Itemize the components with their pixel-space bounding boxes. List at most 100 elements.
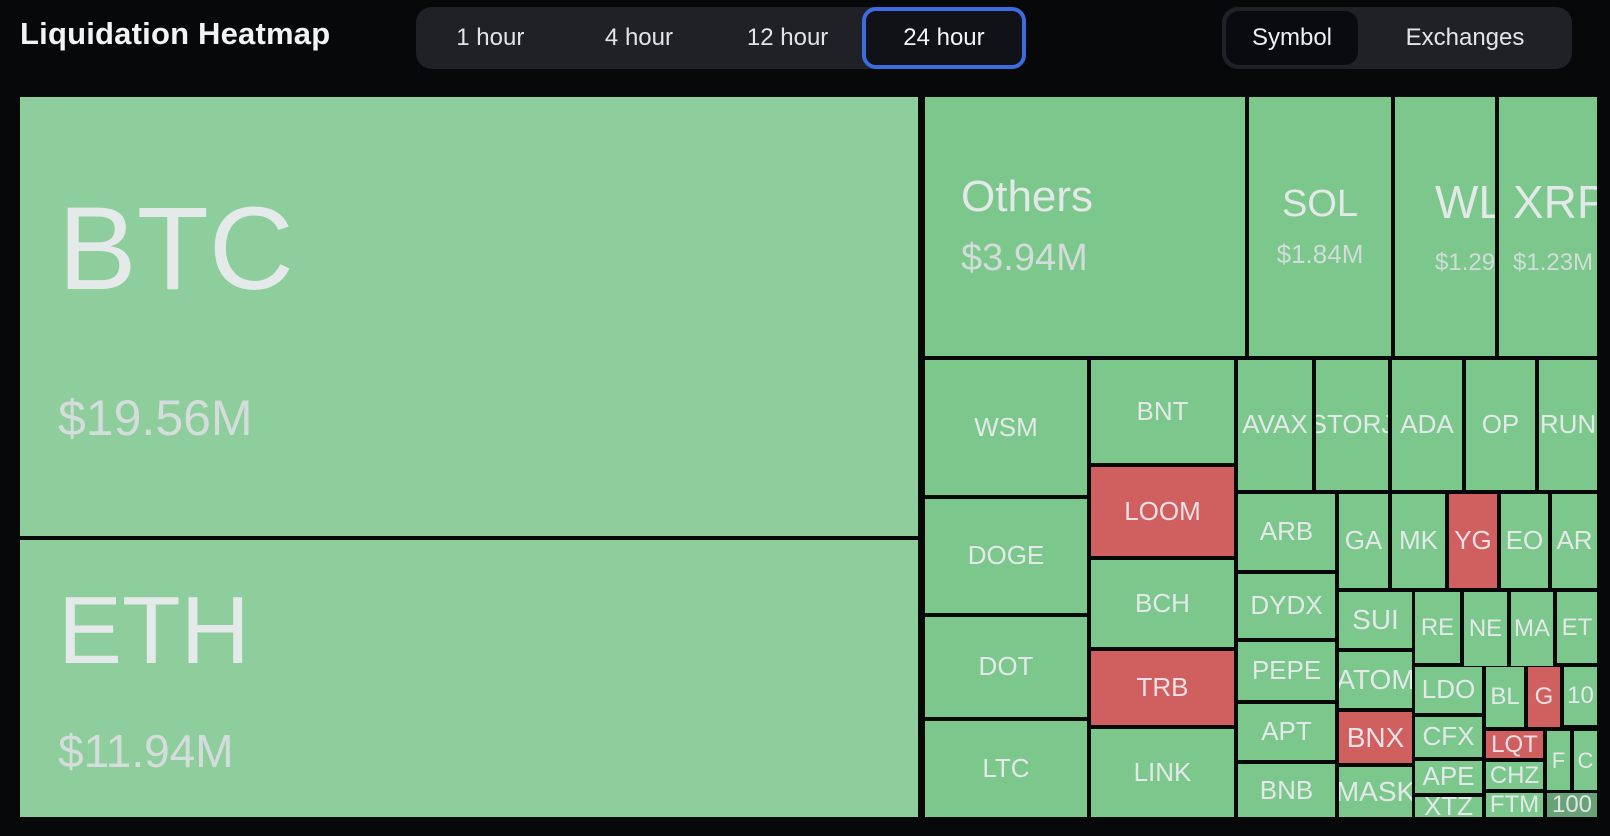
treemap-cell-lqt[interactable]: LQT (1486, 731, 1543, 758)
tab-1-hour[interactable]: 1 hour (456, 24, 525, 51)
treemap-cell-loom[interactable]: LOOM (1091, 467, 1234, 556)
cell-symbol: XTZ (1423, 797, 1474, 817)
cell-symbol: APE (1422, 761, 1475, 792)
cell-amount: $11.94M (58, 725, 234, 778)
treemap-cell-others[interactable]: Others $3.94M (925, 97, 1245, 356)
cell-symbol: G (1534, 683, 1554, 711)
cell-symbol: ARB (1259, 516, 1314, 547)
treemap-cell-eo[interactable]: EO (1501, 494, 1548, 588)
treemap-cell-ne[interactable]: NE (1464, 592, 1507, 666)
treemap-cell-mask[interactable]: MASK (1339, 767, 1412, 817)
treemap-cell-bl[interactable]: BL (1486, 667, 1524, 727)
treemap-cell-ltc[interactable]: LTC (925, 721, 1087, 817)
tab-12-hour[interactable]: 12 hour (746, 24, 829, 51)
treemap-cell-cfx[interactable]: CFX (1415, 717, 1482, 757)
cell-symbol: 100 (1551, 793, 1593, 817)
cell-symbol: YG (1454, 525, 1492, 556)
liquidation-treemap: BTC $19.56M ETH $11.94M Others $3.94M SO… (20, 97, 1597, 817)
cell-symbol: DOGE (967, 540, 1045, 571)
treemap-cell-btc[interactable]: BTC $19.56M (20, 97, 918, 536)
treemap-cell-yg[interactable]: YG (1449, 494, 1497, 588)
cell-symbol: LOOM (1124, 495, 1201, 526)
tab-24-hour[interactable]: 24 hour (861, 7, 1026, 69)
cell-amount: $1.84M (1276, 238, 1364, 269)
treemap-cell-run[interactable]: RUN (1539, 360, 1597, 490)
treemap-cell-ldo[interactable]: LDO (1415, 667, 1482, 713)
treemap-cell-sui[interactable]: SUI (1339, 592, 1412, 648)
treemap-cell-ga[interactable]: GA (1339, 494, 1388, 588)
treemap-cell-sol[interactable]: SOL $1.84M (1249, 97, 1391, 356)
cell-symbol: LTC (982, 753, 1030, 784)
cell-symbol: BCH (1135, 587, 1190, 618)
treemap-cell-ar[interactable]: AR (1552, 494, 1597, 588)
cell-symbol: CFX (1422, 721, 1475, 752)
treemap-cell-ma[interactable]: MA (1511, 592, 1553, 666)
treemap-cell-bnx[interactable]: BNX (1339, 712, 1412, 763)
treemap-cell-wld[interactable]: WLD $1.29M (1395, 97, 1495, 356)
cell-symbol: CHZ (1489, 762, 1540, 789)
treemap-cell-pepe[interactable]: PEPE (1238, 642, 1335, 700)
treemap-cell-re[interactable]: RE (1415, 592, 1460, 663)
cell-symbol: ET (1561, 613, 1593, 641)
cell-symbol: F (1551, 747, 1566, 773)
treemap-cell-bch[interactable]: BCH (1091, 560, 1234, 647)
treemap-cell-atom[interactable]: ATOM (1339, 652, 1412, 708)
cell-symbol: PEPE (1251, 655, 1322, 686)
treemap-cell-et[interactable]: ET (1557, 592, 1597, 663)
cell-symbol: LDO (1421, 674, 1476, 705)
treemap-cell-apt[interactable]: APT (1238, 704, 1335, 760)
cell-amount: $19.56M (58, 390, 253, 447)
treemap-cell-xtz[interactable]: XTZ (1415, 797, 1482, 817)
cell-symbol: NE (1468, 615, 1503, 643)
treemap-cell-dot[interactable]: DOT (925, 617, 1087, 717)
treemap-cell-mk[interactable]: MK (1392, 494, 1445, 588)
cell-symbol: C (1577, 747, 1594, 773)
cell-symbol: APT (1261, 716, 1312, 747)
treemap-cell-chz[interactable]: CHZ (1486, 762, 1543, 789)
view-toggle-group: Symbol Exchanges (1222, 7, 1572, 69)
cell-symbol: DOT (978, 651, 1034, 682)
treemap-cell-arb[interactable]: ARB (1238, 494, 1335, 570)
treemap-cell-100[interactable]: 100 (1547, 793, 1597, 817)
treemap-cell-bnb[interactable]: BNB (1238, 764, 1335, 817)
cell-symbol: BL (1490, 683, 1520, 711)
cell-symbol: RUN (1539, 409, 1597, 440)
treemap-cell-ape[interactable]: APE (1415, 761, 1482, 793)
cell-symbol: TRB (1136, 672, 1189, 703)
treemap-cell-storj[interactable]: STORJ (1316, 360, 1388, 490)
cell-amount: $1.23M (1513, 249, 1594, 277)
treemap-cell-10[interactable]: 10 (1564, 667, 1597, 725)
treemap-cell-bnt[interactable]: BNT (1091, 360, 1234, 463)
cell-symbol: BNX (1346, 721, 1405, 753)
toggle-exchanges[interactable]: Exchanges (1405, 24, 1525, 51)
cell-symbol: Others (961, 172, 1094, 222)
cell-symbol: LINK (1133, 757, 1192, 788)
cell-symbol: WSM (974, 411, 1038, 442)
time-range-tab-group: 1 hour 4 hour 12 hour 24 hour (416, 7, 1026, 69)
cell-symbol: FTM (1489, 793, 1540, 817)
cell-symbol: BNT (1136, 395, 1189, 426)
toggle-symbol[interactable]: Symbol (1226, 11, 1358, 65)
cell-symbol: MASK (1339, 776, 1412, 808)
cell-symbol: ATOM (1339, 664, 1412, 696)
cell-symbol: WLD (1435, 175, 1495, 228)
cell-symbol: SOL (1281, 182, 1359, 225)
cell-symbol: BNB (1259, 774, 1314, 805)
treemap-cell-c[interactable]: C (1574, 731, 1597, 790)
treemap-cell-eth[interactable]: ETH $11.94M (20, 540, 918, 817)
treemap-cell-op[interactable]: OP (1466, 360, 1535, 490)
tab-4-hour[interactable]: 4 hour (604, 24, 673, 51)
treemap-cell-trb[interactable]: TRB (1091, 651, 1234, 725)
treemap-cell-xrp[interactable]: XRP $1.23M (1499, 97, 1597, 356)
treemap-cell-link[interactable]: LINK (1091, 729, 1234, 817)
treemap-cell-ftm[interactable]: FTM (1486, 793, 1543, 817)
treemap-cell-dydx[interactable]: DYDX (1238, 574, 1335, 638)
treemap-cell-g[interactable]: G (1528, 667, 1560, 727)
treemap-cell-ada[interactable]: ADA (1392, 360, 1462, 490)
cell-symbol: AR (1556, 525, 1593, 556)
treemap-cell-avax[interactable]: AVAX (1238, 360, 1312, 490)
treemap-cell-doge[interactable]: DOGE (925, 499, 1087, 613)
treemap-cell-f[interactable]: F (1547, 731, 1570, 790)
treemap-cell-wsm[interactable]: WSM (925, 360, 1087, 495)
cell-symbol: LQT (1491, 731, 1538, 758)
